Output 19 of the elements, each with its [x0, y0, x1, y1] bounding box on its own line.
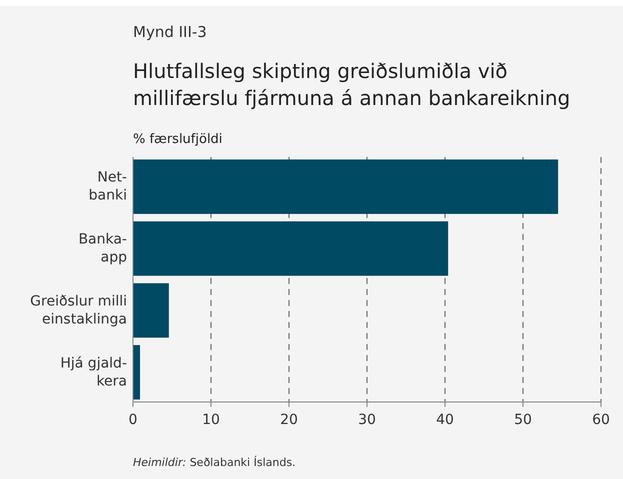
- x-tick-label: 30: [358, 412, 376, 428]
- bar: [133, 159, 558, 214]
- bar: [133, 221, 448, 276]
- y-tick-label: Banka-app: [78, 231, 128, 266]
- x-tick-label: 10: [202, 412, 220, 428]
- x-tick-label: 40: [436, 412, 454, 428]
- x-axis-title: % færslufjöldi: [133, 132, 222, 147]
- x-tick-label: 0: [128, 412, 138, 428]
- chart-title: Hlutfallsleg skipting greiðslumiðla við millifærslu fjármuna á annan bankareikning: [133, 59, 570, 110]
- bar: [133, 283, 169, 338]
- bar: [133, 345, 140, 400]
- x-tick-label: 20: [280, 412, 298, 428]
- text: Mynd III-3: [133, 23, 207, 41]
- y-tick-label: Hjá gjald-kera: [60, 355, 127, 390]
- y-tick-label: Net-banki: [88, 170, 127, 204]
- y-tick-label: Greiðslur milli einstaklinga: [30, 293, 127, 328]
- x-tick-label: 60: [592, 412, 610, 428]
- x-tick-label: 50: [514, 412, 532, 428]
- text: Heimildir: Seðlabanki Íslands.: [133, 455, 296, 469]
